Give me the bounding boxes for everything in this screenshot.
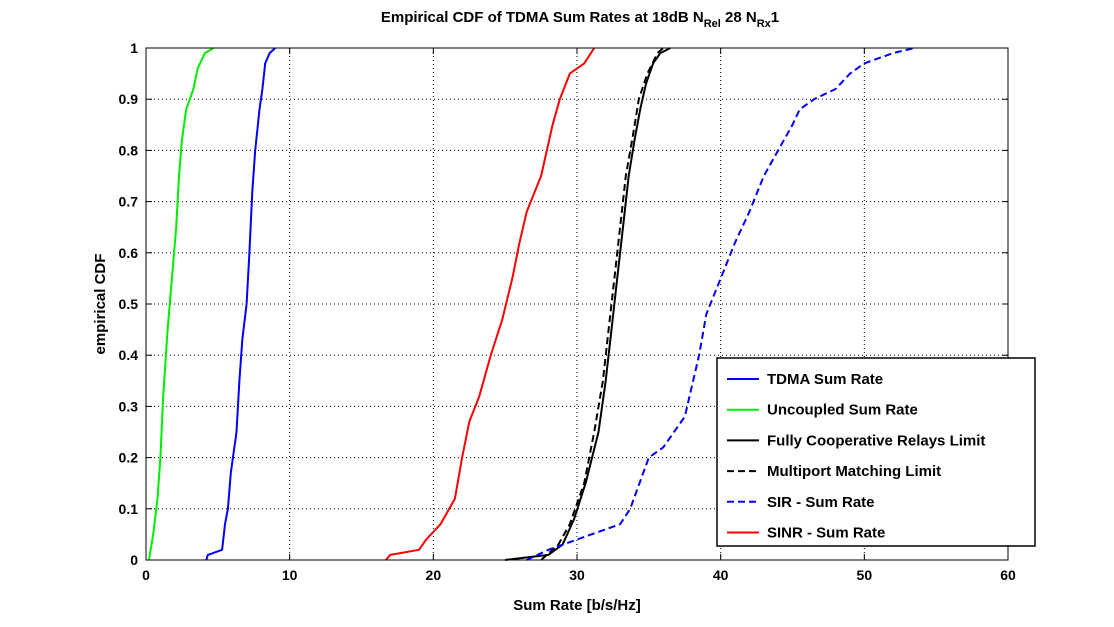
x-tick-label: 10 — [282, 567, 298, 583]
legend-label: Fully Cooperative Relays Limit — [767, 432, 985, 449]
series-line-sinr-sum-rate — [385, 47, 596, 561]
x-tick-label: 20 — [426, 567, 442, 583]
y-tick-label: 0.1 — [119, 501, 139, 517]
y-tick-label: 0.6 — [119, 245, 139, 261]
y-tick-label: 0.2 — [119, 450, 139, 466]
legend: TDMA Sum Rate Uncoupled Sum Rate Fully Coo… — [716, 357, 1036, 547]
y-tick-label: 0.4 — [119, 347, 139, 363]
x-tick-label: 60 — [1000, 567, 1016, 583]
x-axis-label: Sum Rate [b/s/Hz] — [513, 597, 641, 614]
legend-label: SIR - Sum Rate — [767, 494, 875, 511]
chart-title: Empirical CDF of TDMA Sum Rates at 18dB … — [381, 9, 779, 30]
legend-label: SINR - Sum Rate — [767, 525, 885, 542]
series-line-sir-sum-rate — [526, 47, 915, 561]
series-line-uncoupled-sum-rate — [147, 47, 215, 561]
y-tick-label: 1 — [130, 40, 138, 56]
legend-label: TDMA Sum Rate — [767, 371, 883, 388]
y-axis-label: empirical CDF — [92, 254, 109, 355]
x-tick-label: 30 — [569, 567, 585, 583]
axis-ticks: 0 10 20 30 40 50 60 0 0.1 0.2 0.3 0.4 0.5 0.6 0.7 0.8 0.… — [119, 40, 1016, 583]
y-tick-label: 0.7 — [119, 194, 139, 210]
legend-label: Uncoupled Sum Rate — [767, 402, 918, 419]
series-line-fully-cooperative-relays-limit — [505, 47, 671, 561]
series-line-multiport-matching-limit — [540, 47, 664, 561]
y-tick-label: 0.8 — [119, 142, 139, 158]
legend-box — [716, 357, 1036, 547]
x-tick-label: 50 — [857, 567, 873, 583]
series-line-tdma-sum-rate — [205, 47, 276, 561]
y-tick-label: 0.3 — [119, 398, 139, 414]
x-tick-label: 40 — [713, 567, 729, 583]
x-tick-label: 0 — [142, 567, 150, 583]
y-tick-label: 0.5 — [119, 296, 139, 312]
legend-label: Multiport Matching Limit — [767, 463, 941, 480]
grid-lines — [146, 48, 1008, 560]
series-lines — [147, 47, 915, 561]
y-tick-label: 0 — [130, 552, 138, 568]
y-tick-label: 0.9 — [119, 91, 139, 107]
